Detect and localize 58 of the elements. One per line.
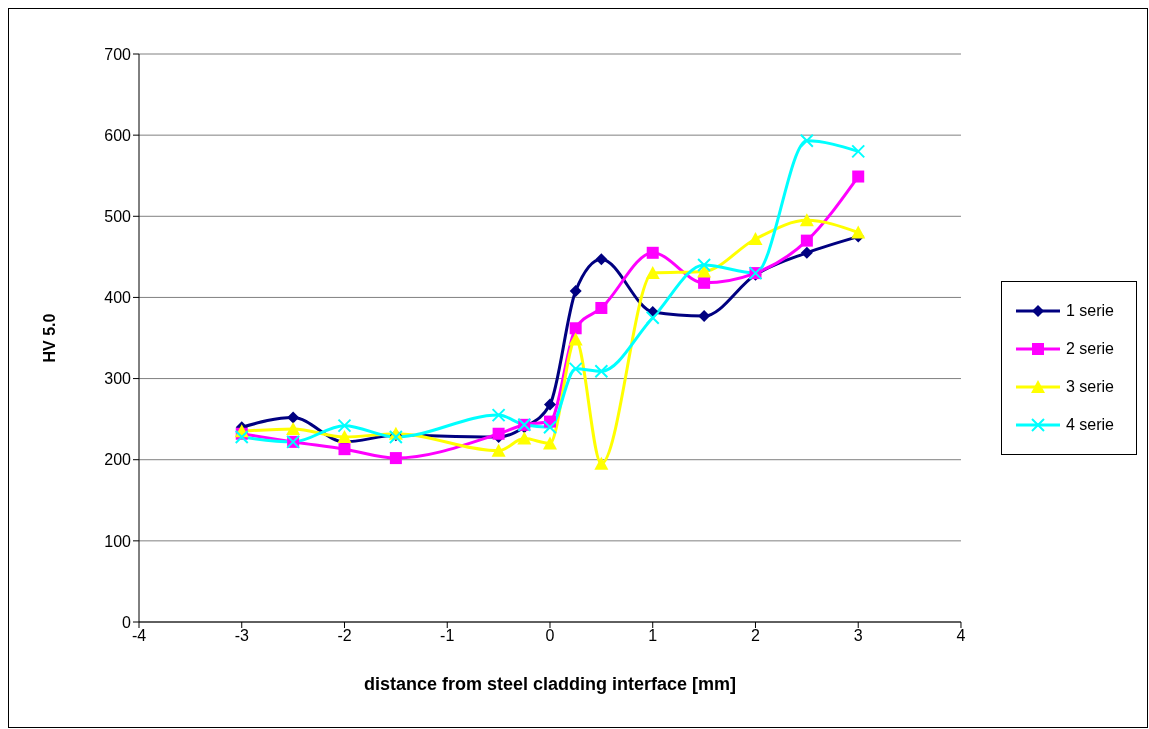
point: [286, 421, 301, 435]
legend-label: 2 serie: [1065, 340, 1114, 358]
point: [287, 411, 300, 424]
point: [337, 429, 352, 443]
y-tick-label: 700: [104, 45, 132, 63]
legend-label: 4 serie: [1065, 416, 1114, 434]
point: [389, 452, 402, 465]
legend-label: 3 serie: [1065, 378, 1114, 396]
point: [851, 225, 866, 239]
x-axis-title: distance from steel cladding interface [mm]: [363, 674, 737, 694]
point: [595, 253, 608, 266]
point: [491, 408, 506, 423]
point: [799, 213, 814, 227]
point: [517, 431, 532, 445]
x-tick-label: 0: [545, 627, 555, 645]
x-tick-label: 4: [956, 627, 966, 645]
point: [800, 234, 813, 247]
point: [800, 246, 813, 259]
y-axis-title: HV 5.0: [40, 313, 58, 363]
legend-label: 1 serie: [1065, 302, 1114, 320]
point: [595, 301, 608, 314]
x-tick-label: -2: [337, 627, 352, 645]
point: [799, 133, 814, 148]
point: [542, 420, 557, 435]
x-tick-label: 3: [853, 627, 863, 645]
point: [748, 232, 763, 246]
x-tick-label: 2: [751, 627, 761, 645]
point: [337, 418, 352, 433]
point: [594, 364, 609, 379]
x-tick-label: -1: [440, 627, 455, 645]
point: [698, 276, 711, 289]
y-tick-label: 100: [104, 532, 132, 550]
point: [569, 322, 582, 335]
point: [851, 144, 866, 159]
point: [542, 436, 557, 450]
point: [234, 429, 249, 444]
point: [338, 443, 351, 456]
point: [568, 361, 583, 376]
point: [491, 443, 506, 457]
point: [697, 257, 712, 272]
point: [698, 310, 711, 323]
point: [646, 246, 659, 259]
point: [594, 456, 609, 470]
y-tick-label: 600: [104, 126, 132, 144]
point: [645, 266, 660, 280]
x-tick-label: -4: [131, 627, 147, 645]
x-tick-label: -3: [234, 627, 249, 645]
x-tick-label: 1: [648, 627, 658, 645]
point: [852, 170, 865, 183]
point: [569, 284, 582, 297]
point: [645, 310, 660, 325]
y-tick-label: 0: [122, 613, 132, 631]
point: [543, 398, 556, 411]
y-tick-label: 200: [104, 451, 132, 469]
y-tick-label: 500: [104, 207, 132, 225]
y-tick-label: 400: [104, 289, 132, 307]
point: [568, 332, 583, 346]
y-tick-label: 300: [104, 370, 132, 388]
